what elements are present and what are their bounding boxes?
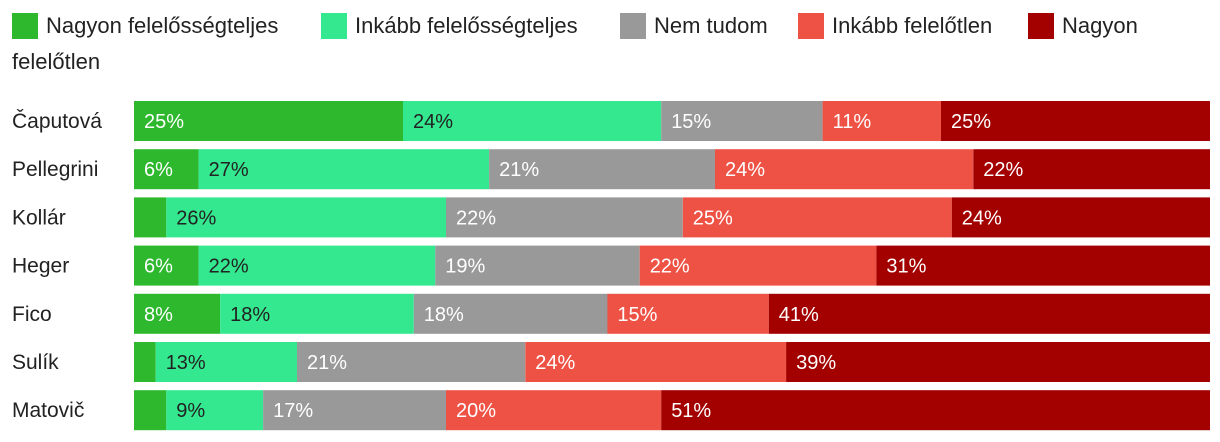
legend-label: Nagyon felelősségteljes: [46, 13, 278, 38]
legend-label: Nem tudom: [654, 13, 768, 38]
bar-value-label: 17%: [273, 400, 313, 422]
category-label: Pellegrini: [12, 158, 98, 181]
category-label: Heger: [12, 255, 69, 278]
legend-swatch: [1028, 13, 1054, 39]
bar-segment: [297, 342, 526, 382]
legend-swatch: [321, 13, 347, 39]
bar-segment: [263, 390, 446, 431]
bar-segment: [134, 293, 221, 334]
bar-value-label: 19%: [445, 256, 485, 278]
bar-value-label: 22%: [209, 256, 249, 278]
bar-segment: [435, 245, 640, 286]
bar-value-label: 25%: [144, 111, 184, 133]
bar-segment: [715, 149, 974, 190]
bar-segment: [951, 197, 1210, 238]
legend-item: Nagyon felelőtlen: [12, 13, 1138, 74]
bar-value-label: 24%: [962, 207, 1002, 229]
bar-segment: [134, 149, 199, 190]
bar-value-label: 6%: [144, 256, 173, 278]
bar-value-label: 8%: [144, 304, 173, 326]
bar-segment: [661, 101, 823, 141]
bar-segment: [198, 149, 490, 190]
bar-value-label: 22%: [983, 159, 1023, 181]
bar-segment: [661, 390, 1210, 431]
bar-segment: [768, 293, 1210, 334]
bar-segment: [155, 342, 297, 382]
bar-value-label: 18%: [230, 304, 270, 326]
bars: 25% 24% 15% 11% 25% 6% 27% 21% 24% 22% 26% 22% 25% 24…: [134, 101, 1210, 431]
bar-value-label: 9%: [176, 400, 205, 422]
bar-value-label: 15%: [617, 304, 657, 326]
bar-segment: [786, 342, 1210, 382]
legend-swatch: [620, 13, 646, 39]
bar-segment: [134, 197, 167, 238]
category-labels: Čaputová Pellegrini Kollár Heger Fico Sulík Ma…: [12, 110, 102, 422]
bar-segment: [941, 101, 1210, 141]
bar-value-label: 39%: [796, 352, 836, 374]
bar-value-label: 18%: [424, 304, 464, 326]
category-label: Čaputová: [12, 110, 102, 133]
bar-value-label: 20%: [456, 400, 496, 422]
bar-segment: [489, 149, 716, 190]
bar-segment: [413, 293, 608, 334]
bar-segment: [134, 101, 403, 141]
legend-label: Inkább felelősségteljes: [355, 13, 578, 38]
legend-label: Inkább felelőtlen: [832, 13, 992, 38]
bar-value-label: 15%: [671, 111, 711, 133]
bar-value-label: 51%: [671, 400, 711, 422]
category-label: Fico: [12, 303, 52, 326]
bar-value-label: 21%: [499, 159, 539, 181]
bar-value-label: 24%: [725, 159, 765, 181]
legend-label: Nagyon felelőtlen: [12, 13, 1138, 74]
bar-value-label: 25%: [951, 111, 991, 133]
bar-value-label: 24%: [535, 352, 575, 374]
bar-value-label: 25%: [693, 207, 733, 229]
legend-swatch: [798, 13, 824, 39]
legend-item: Inkább felelősségteljes: [321, 13, 578, 39]
bar-segment: [166, 390, 264, 431]
bar-segment: [446, 197, 683, 238]
bar-value-label: 11%: [833, 111, 872, 133]
bar-segment: [822, 101, 941, 141]
bar-segment: [525, 342, 787, 382]
bar-segment: [682, 197, 952, 238]
legend-item: Inkább felelőtlen: [798, 13, 992, 39]
bar-value-label: 22%: [456, 207, 496, 229]
bar-value-label: 22%: [650, 256, 690, 278]
bar-segment: [166, 197, 447, 238]
legend-swatch: [12, 13, 38, 39]
bar-segment: [220, 293, 414, 334]
bar-value-label: 6%: [144, 159, 173, 181]
bar-segment: [639, 245, 877, 286]
bar-value-label: 26%: [176, 207, 216, 229]
legend-item: Nagyon felelősségteljes: [12, 13, 278, 39]
bar-segment: [134, 342, 156, 382]
bar-segment: [876, 245, 1210, 286]
bar-segment: [134, 245, 199, 286]
legend: Nagyon felelősségteljes Inkább felelősség…: [12, 13, 1138, 74]
bar-segment: [446, 390, 662, 431]
bar-segment: [134, 390, 167, 431]
bar-segment: [403, 101, 662, 141]
bar-value-label: 21%: [307, 352, 347, 374]
bar-value-label: 13%: [166, 352, 206, 374]
category-label: Sulík: [12, 351, 59, 374]
bar-segment: [607, 293, 769, 334]
bar-value-label: 41%: [779, 304, 819, 326]
category-label: Matovič: [12, 399, 84, 422]
bar-segment: [973, 149, 1210, 190]
bar-segment: [198, 245, 436, 286]
category-label: Kollár: [12, 206, 66, 229]
bar-value-label: 31%: [886, 256, 926, 278]
bar-value-label: 27%: [209, 159, 249, 181]
bar-value-label: 24%: [413, 111, 453, 133]
legend-item: Nem tudom: [620, 13, 768, 39]
